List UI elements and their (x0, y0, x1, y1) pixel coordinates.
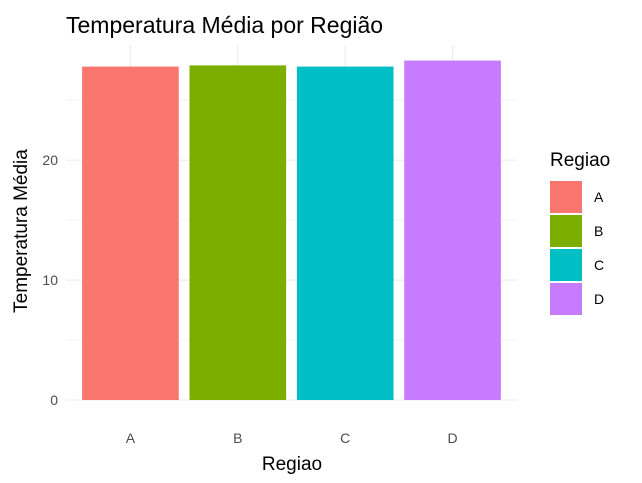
legend-label: B (594, 223, 603, 239)
x-axis-title: Regiao (262, 454, 322, 475)
chart-title: Temperatura Média por Região (66, 12, 383, 38)
y-tick-label: 20 (42, 152, 58, 168)
y-axis-title: Temperatura Média (11, 149, 32, 313)
bar-A (82, 66, 179, 401)
legend: Regiao A B C D (550, 150, 610, 315)
legend-label: D (594, 291, 604, 307)
x-tick-label: C (340, 430, 350, 446)
y-tick-label: 10 (42, 272, 58, 288)
legend-key-A (550, 181, 582, 213)
legend-key-C (550, 249, 582, 281)
legend-key-D (550, 283, 582, 315)
legend-title: Regiao (550, 150, 610, 171)
bar-C (296, 66, 394, 401)
bars (82, 60, 501, 401)
x-tick-label: A (126, 430, 136, 446)
legend-label: C (594, 257, 604, 273)
y-axis-ticks: 0 10 20 (42, 152, 58, 408)
bar-B (189, 65, 287, 400)
y-tick-label: 0 (50, 392, 58, 408)
legend-key-B (550, 215, 582, 247)
x-tick-label: B (233, 430, 242, 446)
bar-D (404, 60, 501, 400)
legend-label: A (594, 189, 604, 205)
x-axis-ticks: A B C D (126, 430, 458, 446)
x-tick-label: D (448, 430, 458, 446)
